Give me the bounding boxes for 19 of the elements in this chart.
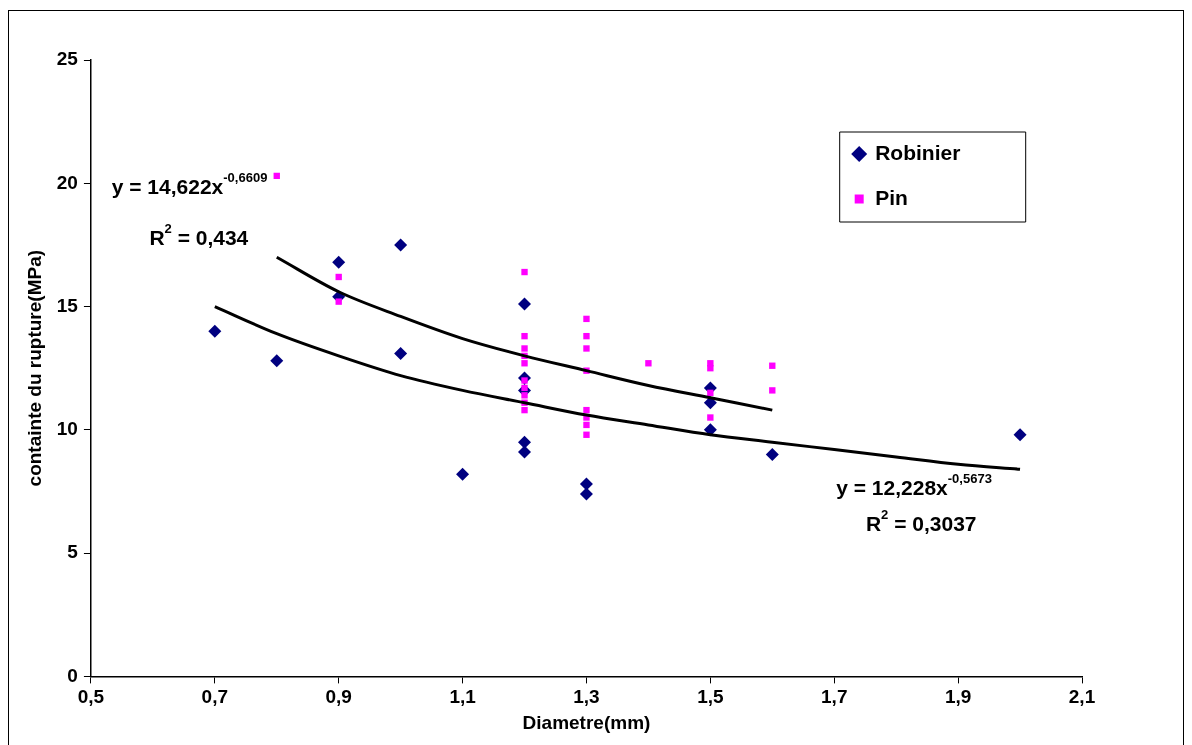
x-tick-label: 0,7 [201,686,229,708]
y-tick-label: 25 [56,48,79,70]
x-tick-label: 0,9 [325,686,352,708]
x-tick-label: 2,1 [1068,686,1096,708]
x-tick-label: 1,9 [944,686,972,708]
y-tick-label: 5 [67,541,79,563]
x-axis-title: Diametre(mm) [522,711,651,733]
y-tick-label: 0 [67,664,78,686]
y-tick-label: 15 [56,294,79,316]
x-tick-label: 1,1 [449,686,477,708]
x-tick-label: 1,5 [697,686,724,708]
x-tick-label: 1,3 [573,686,600,708]
y-axis-title: containte du rupture(MPa) [23,249,45,487]
legend-label: Robinier [875,140,961,164]
x-tick-label: 1,7 [821,686,848,708]
y-tick-label: 10 [56,418,78,440]
y-tick-label: 20 [56,171,78,193]
x-tick-label: 0,5 [77,686,105,708]
legend-label: Pin [875,185,908,209]
